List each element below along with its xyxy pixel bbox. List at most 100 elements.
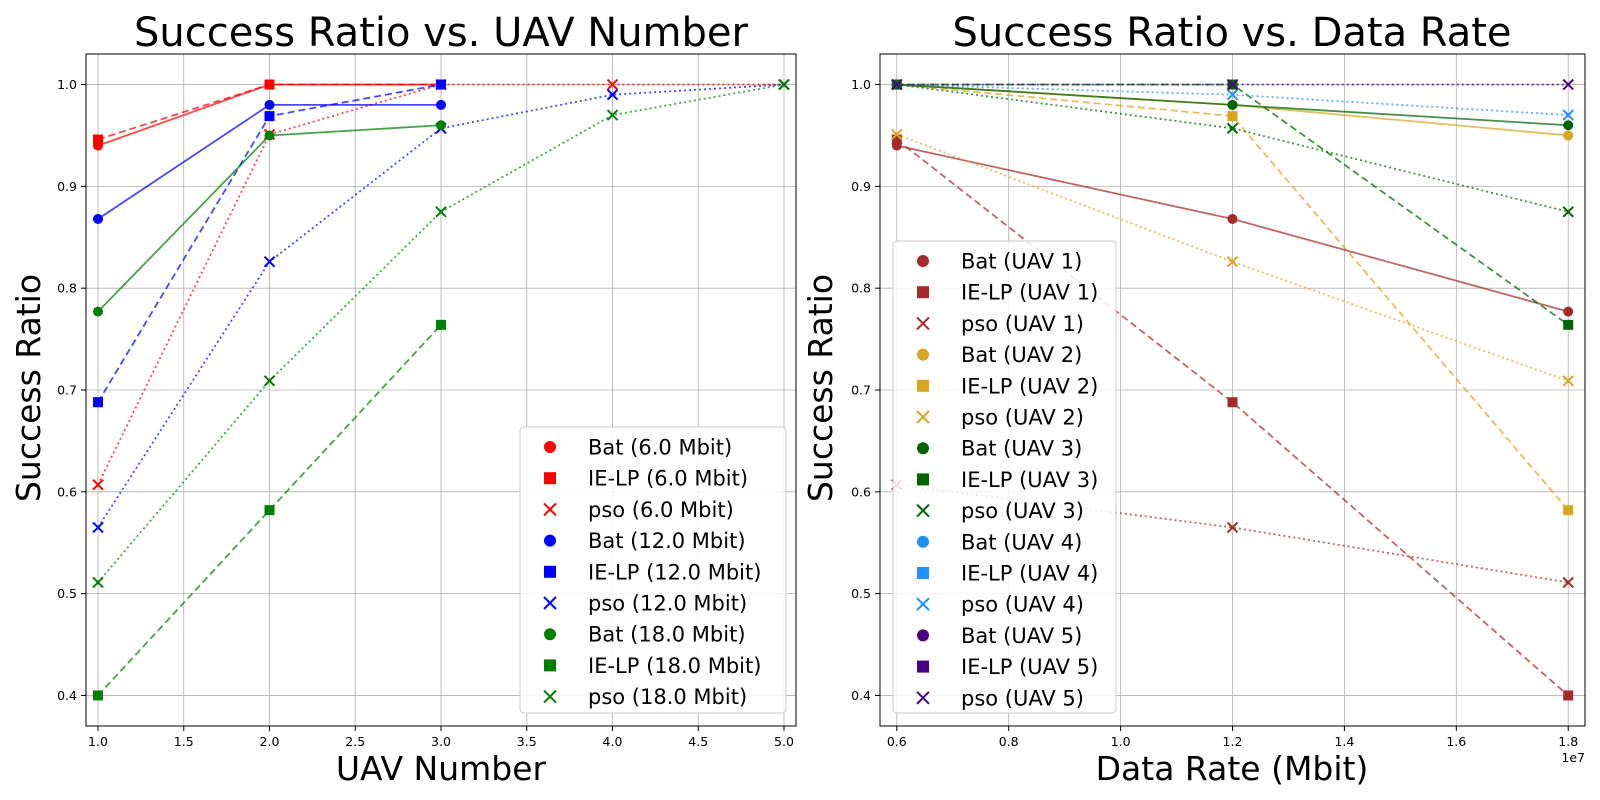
y-axis-label: Success Ratio: [801, 274, 840, 502]
data-point: [1226, 78, 1239, 91]
legend-label: Bat (UAV 4): [961, 530, 1082, 554]
data-point: [1562, 109, 1574, 121]
legend-label: Bat (UAV 5): [961, 624, 1082, 648]
data-point: [93, 306, 104, 317]
data-point: [92, 478, 104, 491]
data-point: [264, 79, 275, 90]
data-point: [435, 206, 447, 218]
y-tick-label: 0.9: [57, 179, 77, 194]
legend-marker: [544, 628, 556, 641]
series: [93, 79, 446, 408]
legend-label: pso (UAV 1): [961, 312, 1084, 336]
data-point: [264, 99, 275, 110]
legend-marker: [917, 442, 929, 455]
y-tick-label: 0.8: [851, 281, 871, 296]
legend-entry: pso (UAV 4): [916, 593, 1084, 617]
series: [93, 99, 446, 224]
data-point: [1563, 505, 1574, 516]
data-point: [1227, 213, 1238, 224]
data-point: [93, 134, 104, 145]
data-point: [1563, 130, 1574, 141]
x-tick-label: 5.0: [774, 734, 794, 749]
legend-entry: IE-LP (18.0 Mbit): [544, 654, 761, 678]
data-point: [263, 375, 276, 387]
y-tick-label: 0.8: [57, 281, 77, 296]
legend-entry: pso (6.0 Mbit): [543, 498, 734, 522]
data-point: [1562, 206, 1574, 218]
y-tick-label: 1.0: [57, 77, 77, 92]
legend-marker: [543, 596, 557, 610]
legend-marker: [917, 379, 929, 392]
x-tick-label: 4.5: [688, 734, 708, 749]
legend-entry: IE-LP (6.0 Mbit): [544, 467, 748, 491]
series: [891, 78, 1574, 91]
x-axis-label: Data Rate (Mbit): [1096, 749, 1369, 788]
legend-marker: [544, 534, 556, 547]
y-tick-label: 0.6: [57, 484, 77, 499]
legend-entry: pso (18.0 Mbit): [543, 685, 747, 709]
legend-label: Bat (UAV 1): [961, 250, 1082, 274]
legend-entry: pso (UAV 5): [916, 686, 1084, 710]
legend-marker: [917, 286, 929, 299]
data-point: [606, 109, 619, 121]
legend-marker: [916, 316, 930, 331]
x-tick-label: 1.0: [88, 734, 108, 749]
x-axis-scale-label: 1e7: [1561, 750, 1585, 765]
data-point: [1226, 521, 1239, 534]
legend-marker: [916, 410, 930, 424]
legend-marker: [916, 503, 930, 518]
y-tick-label: 0.4: [851, 688, 871, 703]
y-axis-label: Success Ratio: [9, 274, 48, 502]
legend-label: IE-LP (UAV 3): [961, 468, 1098, 492]
legend-frame: [892, 240, 1117, 714]
legend-entry: pso (UAV 3): [916, 499, 1084, 523]
legend-label: pso (18.0 Mbit): [588, 685, 747, 709]
legend-entry: IE-LP (UAV 5): [917, 655, 1098, 679]
legend-marker: [917, 660, 929, 673]
legend-entry: pso (12.0 Mbit): [543, 592, 747, 616]
legend-marker: [544, 565, 556, 578]
legend-marker: [917, 629, 929, 642]
data-point: [1563, 306, 1574, 317]
legend-entry: Bat (UAV 5): [917, 624, 1082, 648]
data-point: [1562, 576, 1574, 589]
series-line: [97, 83, 785, 528]
data-point: [436, 99, 446, 110]
x-tick-label: 0.6: [887, 734, 907, 749]
legend-entry: Bat (6.0 Mbit): [544, 436, 732, 460]
legend-label: IE-LP (12.0 Mbit): [588, 560, 761, 584]
data-point: [264, 111, 275, 122]
data-point: [1226, 122, 1239, 135]
data-point: [891, 134, 902, 145]
data-point: [264, 505, 275, 516]
legend-label: pso (UAV 3): [961, 499, 1084, 523]
legend-entry: Bat (UAV 1): [917, 250, 1082, 274]
legend-marker: [544, 441, 556, 453]
series: [92, 78, 790, 589]
legend-label: pso (6.0 Mbit): [588, 498, 734, 522]
legend-label: Bat (UAV 3): [961, 437, 1082, 461]
data-point: [1227, 397, 1238, 408]
y-tick-label: 0.4: [57, 688, 77, 703]
y-tick-label: 0.9: [851, 179, 871, 194]
legend-label: Bat (12.0 Mbit): [588, 529, 746, 553]
data-point: [1226, 256, 1239, 268]
x-tick-label: 1.6: [1446, 734, 1466, 749]
legend-entry: Bat (UAV 3): [917, 437, 1082, 461]
legend-entry: Bat (12.0 Mbit): [544, 529, 746, 553]
data-point: [436, 79, 446, 90]
series: [93, 120, 446, 317]
x-tick-label: 1.5: [174, 734, 194, 749]
legend-marker: [544, 659, 556, 672]
data-point: [1227, 99, 1238, 110]
legend-label: Bat (UAV 2): [961, 343, 1082, 367]
chart-data-rate: Success Ratio vs. Data Rate Data Rate (M…: [801, 10, 1586, 788]
data-point: [263, 256, 276, 268]
x-tick-label: 1.8: [1558, 734, 1578, 749]
legend-marker: [916, 691, 930, 705]
x-tick-label: 2.5: [345, 734, 365, 749]
legend-label: IE-LP (UAV 5): [961, 655, 1098, 679]
x-tick-label: 1.2: [1223, 734, 1243, 749]
y-tick-label: 0.5: [57, 586, 77, 601]
